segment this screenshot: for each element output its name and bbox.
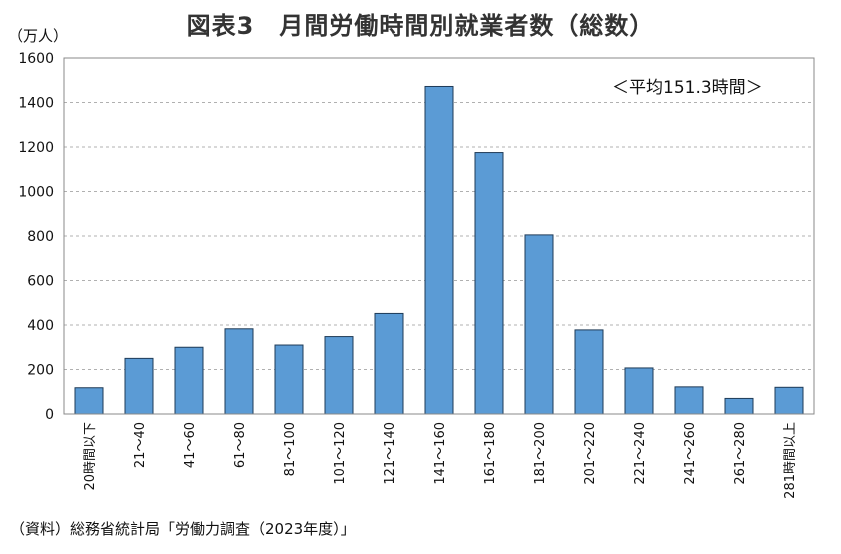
x-tick-label: 21～40 [133, 422, 148, 468]
bar [524, 234, 554, 415]
x-tick-label: 141～160 [433, 422, 448, 485]
bar [574, 329, 604, 415]
x-tick-label: 241～260 [683, 422, 698, 485]
bar [74, 387, 104, 415]
y-tick-label: 200 [27, 363, 54, 379]
x-tick-label: 221～240 [633, 422, 648, 485]
bar [174, 346, 204, 415]
bar [424, 85, 454, 415]
chart-title: 図表3 月間労働時間別就業者数（総数） [186, 12, 655, 40]
bar [274, 344, 304, 415]
x-tick-label: 201～220 [583, 422, 598, 485]
y-tick-label: 0 [45, 407, 54, 423]
bar [224, 328, 254, 415]
bar [674, 386, 704, 415]
y-tick-labels: 0 200 400 600 800 1000 1200 1400 1600 [18, 51, 54, 423]
x-tick-label: 281時間以上 [783, 422, 798, 499]
y-tick-label: 1600 [18, 51, 54, 67]
x-tick-label: 121～140 [383, 422, 398, 485]
bar [724, 397, 754, 415]
x-tick-label: 161～180 [483, 422, 498, 485]
y-tick-label: 1200 [18, 140, 54, 156]
y-tick-label: 400 [27, 318, 54, 334]
bar [474, 152, 504, 415]
x-tick-label: 181～200 [533, 422, 548, 485]
x-tick-label: 261～280 [733, 422, 748, 485]
x-tick-label: 101～120 [333, 422, 348, 485]
y-axis-label: （万人） [8, 27, 68, 45]
plot-area-border [63, 57, 815, 415]
bar [324, 336, 354, 415]
y-tick-label: 1400 [18, 96, 54, 112]
bar [774, 386, 804, 415]
x-tick-label: 20時間以下 [83, 422, 98, 491]
y-tick-label: 800 [27, 229, 54, 245]
bar [374, 312, 404, 415]
bar [624, 367, 654, 415]
bar [124, 357, 154, 415]
x-tick-labels: 20時間以下 21～40 41～60 61～80 81～100 101～120 121～14… [83, 422, 798, 499]
y-tick-label: 600 [27, 274, 54, 290]
bar-series [74, 85, 804, 415]
x-tick-label: 81～100 [283, 422, 298, 476]
x-tick-label: 61～80 [233, 422, 248, 468]
average-annotation: ＜平均151.3時間＞ [612, 78, 763, 98]
source-note: （資料）総務省統計局「労働力調査（2023年度）」 [10, 520, 356, 538]
y-tick-label: 1000 [18, 185, 54, 201]
x-tick-label: 41～60 [183, 422, 198, 468]
